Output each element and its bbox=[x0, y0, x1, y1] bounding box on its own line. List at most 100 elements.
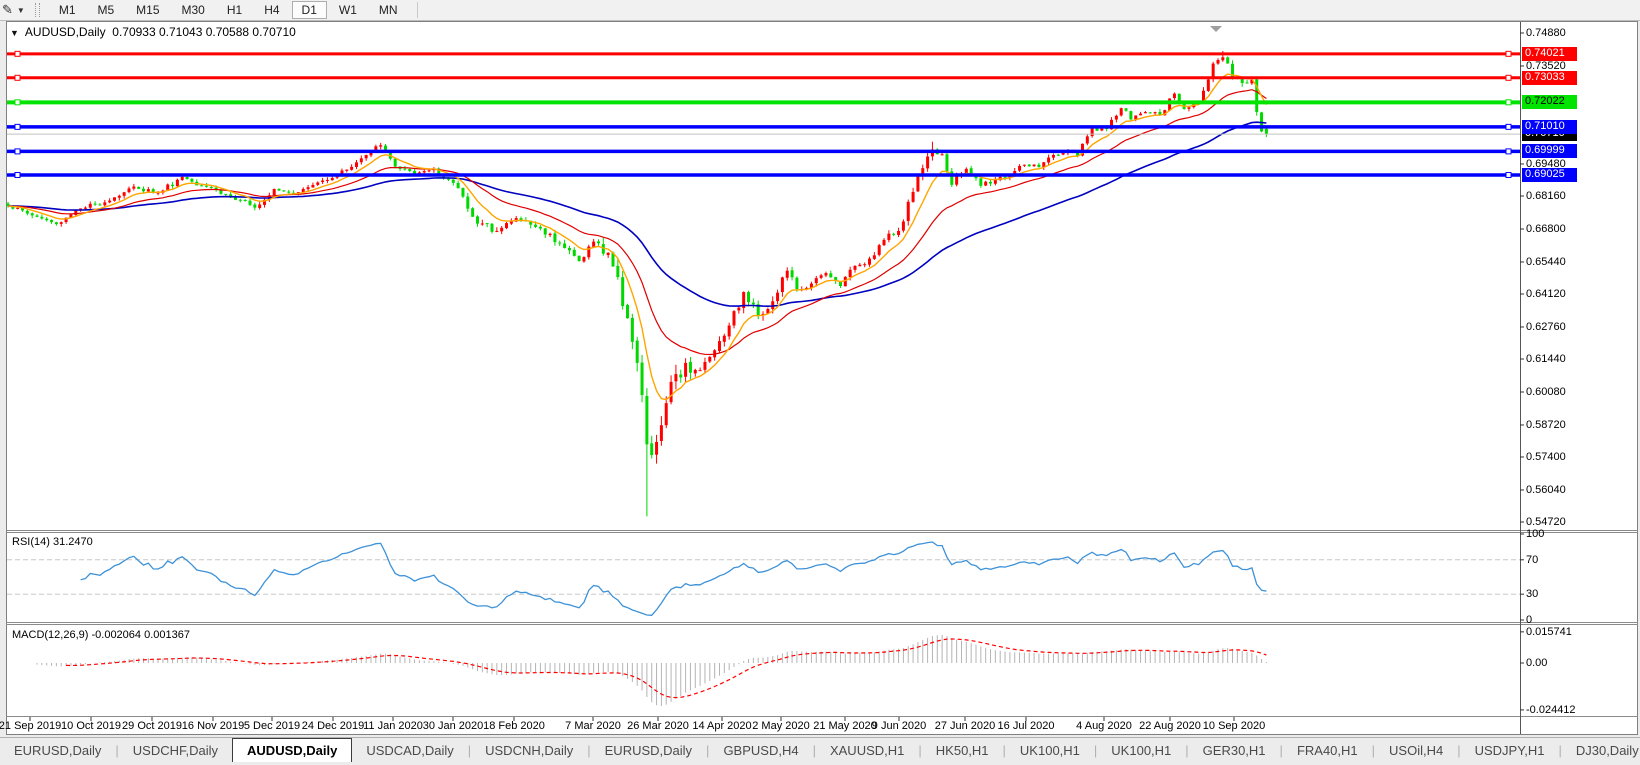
chart-tab-usdjpy-h1[interactable]: USDJPY,H1 bbox=[1474, 742, 1545, 758]
timeframe-button-m1[interactable]: M1 bbox=[58, 3, 76, 17]
price-tick-label: 0.74880 bbox=[1526, 27, 1566, 39]
hline-handle-left[interactable] bbox=[14, 148, 21, 155]
chart-tab-usdcnh-daily[interactable]: USDCNH,Daily bbox=[485, 742, 574, 758]
chart-tab-usoil-h4[interactable]: USOil,H4 bbox=[1389, 742, 1444, 758]
hline-price-badge: 0.69025 bbox=[1522, 168, 1577, 183]
date-axis-label: 30 Jan 2020 bbox=[422, 720, 484, 732]
chart-tab-audusd-daily[interactable]: AUDUSD,Daily bbox=[232, 738, 353, 762]
date-axis-label: 10 Sep 2020 bbox=[1202, 720, 1266, 732]
chart-tab-eurusd-daily[interactable]: EURUSD,Daily bbox=[14, 742, 102, 758]
chart-tab-uk100-h1[interactable]: UK100,H1 bbox=[1019, 742, 1080, 758]
timeframe-toolbar: ✎ ▼ M1 M5 M15 M30 H1 H4 D1 W1 MN bbox=[0, 0, 1640, 21]
crosshair-tool-button[interactable]: ✎ ▼ bbox=[2, 2, 25, 18]
timeframe-button-mn[interactable]: MN bbox=[378, 3, 398, 17]
rsi-tick-label: 0 bbox=[1526, 614, 1533, 626]
tab-separator: | bbox=[1093, 742, 1098, 758]
chart-tab-xauusd-h1[interactable]: XAUUSD,H1 bbox=[829, 742, 905, 758]
timeframe-button-h4[interactable]: H4 bbox=[264, 3, 280, 17]
timeframe-buttons: M1 M5 M15 M30 H1 H4 D1 W1 MN bbox=[48, 1, 409, 19]
hline-handle-left[interactable] bbox=[14, 74, 21, 81]
chart-tab-gbpusd-h4[interactable]: GBPUSD,H4 bbox=[723, 742, 799, 758]
chevron-down-icon: ▼ bbox=[16, 5, 25, 15]
hline-handle-right[interactable] bbox=[1505, 148, 1512, 155]
price-tick-label: 0.61440 bbox=[1526, 353, 1566, 365]
price-tick-label: 0.73520 bbox=[1526, 59, 1566, 72]
price-tick-label: 0.66800 bbox=[1526, 222, 1566, 235]
macd-tick-label: 0.015741 bbox=[1526, 625, 1572, 638]
chart-symbol: AUDUSD,Daily bbox=[24, 25, 106, 39]
date-axis-label: 16 Nov 2019 bbox=[181, 720, 245, 732]
timeframe-button-h1[interactable]: H1 bbox=[226, 3, 243, 17]
chart-tab-dj30-daily[interactable]: DJ30,Daily bbox=[1575, 742, 1639, 758]
date-axis-label: 14 Apr 2020 bbox=[692, 720, 752, 732]
price-tick-label: 0.54720 bbox=[1526, 516, 1566, 528]
date-axis-label: 2 May 2020 bbox=[752, 720, 810, 732]
chart-tab-fra40-h1[interactable]: FRA40,H1 bbox=[1296, 742, 1358, 758]
macd-histogram bbox=[36, 635, 1267, 706]
date-axis-label: 4 Aug 2020 bbox=[1076, 720, 1132, 732]
hline-price-badge: 0.71010 bbox=[1522, 119, 1577, 134]
date-axis-label: 29 Oct 2019 bbox=[122, 720, 182, 732]
macd-tick-label: -0.024412 bbox=[1526, 703, 1576, 716]
rsi-tick-label: 100 bbox=[1526, 528, 1545, 540]
hline-handle-right[interactable] bbox=[1505, 74, 1512, 81]
rsi-pane-title: RSI(14) 31.2470 bbox=[12, 536, 93, 548]
price-tick-label: 0.64120 bbox=[1526, 287, 1566, 300]
timeframe-button-d1[interactable]: D1 bbox=[291, 1, 327, 19]
chart-tab-hk50-h1[interactable]: HK50,H1 bbox=[935, 742, 989, 758]
hline-handle-left[interactable] bbox=[14, 50, 21, 57]
toolbar-grip[interactable] bbox=[34, 3, 40, 17]
tab-separator: | bbox=[1185, 742, 1189, 758]
rsi-line bbox=[80, 541, 1267, 616]
chart-tab-usdcad-daily[interactable]: USDCAD,Daily bbox=[366, 742, 454, 758]
timeframe-button-m15[interactable]: M15 bbox=[136, 3, 160, 17]
tab-separator: | bbox=[115, 742, 119, 758]
price-tick-label: 0.62760 bbox=[1526, 320, 1566, 333]
date-axis-label: 9 Jun 2020 bbox=[871, 720, 927, 732]
tab-separator: | bbox=[1279, 742, 1283, 758]
ma-8-line bbox=[7, 73, 1268, 401]
tab-separator: | bbox=[1002, 742, 1006, 758]
hline-price-badge: 0.73033 bbox=[1522, 70, 1577, 85]
timeframe-button-w1[interactable]: W1 bbox=[338, 3, 357, 17]
chart-shift-marker[interactable] bbox=[1210, 26, 1222, 32]
chart-tab-uk100-h1[interactable]: UK100,H1 bbox=[1111, 742, 1172, 758]
chart-tab-ger30-h1[interactable]: GER30,H1 bbox=[1202, 742, 1266, 758]
hline-handle-right[interactable] bbox=[1505, 50, 1512, 57]
ma-55-line bbox=[7, 121, 1267, 308]
date-axis-label: 22 Aug 2020 bbox=[1139, 720, 1201, 732]
macd-pane-title: MACD(12,26,9) -0.002064 0.001367 bbox=[12, 629, 190, 641]
chart-tab-usdchf-daily[interactable]: USDCHF,Daily bbox=[132, 742, 219, 758]
date-axis-label: 16 Jul 2020 bbox=[997, 720, 1055, 732]
status-strip bbox=[0, 762, 1640, 765]
rsi-tick-label: 70 bbox=[1526, 553, 1539, 566]
macd-label: MACD(12,26,9) bbox=[12, 629, 89, 641]
macd-values: -0.002064 0.001367 bbox=[91, 629, 190, 641]
context-menu-arrow-icon[interactable]: ▼ bbox=[10, 28, 19, 38]
hline-handle-right[interactable] bbox=[1505, 99, 1512, 106]
chart-title: ▼ AUDUSD,Daily 0.70933 0.71043 0.70588 0.… bbox=[10, 25, 296, 39]
price-tick-label: 0.65440 bbox=[1526, 255, 1566, 268]
hline-handle-right[interactable] bbox=[1505, 123, 1512, 130]
hline-handle-left[interactable] bbox=[14, 99, 21, 106]
tab-separator: | bbox=[467, 742, 472, 758]
macd-tick-label: 0.00 bbox=[1526, 657, 1548, 669]
hline-handle-left[interactable] bbox=[14, 123, 21, 130]
price-tick-label: 0.60080 bbox=[1526, 385, 1566, 398]
rsi-label: RSI(14) bbox=[12, 536, 50, 548]
date-axis-label: 18 Feb 2020 bbox=[483, 720, 545, 732]
timeframe-button-m30[interactable]: M30 bbox=[181, 3, 205, 17]
chart-tab-eurusd-daily[interactable]: EURUSD,Daily bbox=[604, 742, 693, 758]
tab-separator: | bbox=[1457, 742, 1461, 758]
hline-handle-right[interactable] bbox=[1505, 172, 1512, 179]
date-axis-label: 7 Mar 2020 bbox=[565, 720, 621, 732]
price-tick-label: 0.57400 bbox=[1526, 450, 1566, 463]
price-tick-label: 0.56040 bbox=[1526, 483, 1566, 496]
timeframe-button-m5[interactable]: M5 bbox=[97, 3, 115, 17]
price-tick-label: 0.58720 bbox=[1526, 418, 1566, 431]
chart-ohlc: 0.70933 0.71043 0.70588 0.70710 bbox=[112, 25, 296, 39]
tab-separator: | bbox=[587, 742, 591, 758]
hline-handle-left[interactable] bbox=[14, 172, 21, 179]
date-axis-label: 21 May 2020 bbox=[813, 720, 877, 732]
